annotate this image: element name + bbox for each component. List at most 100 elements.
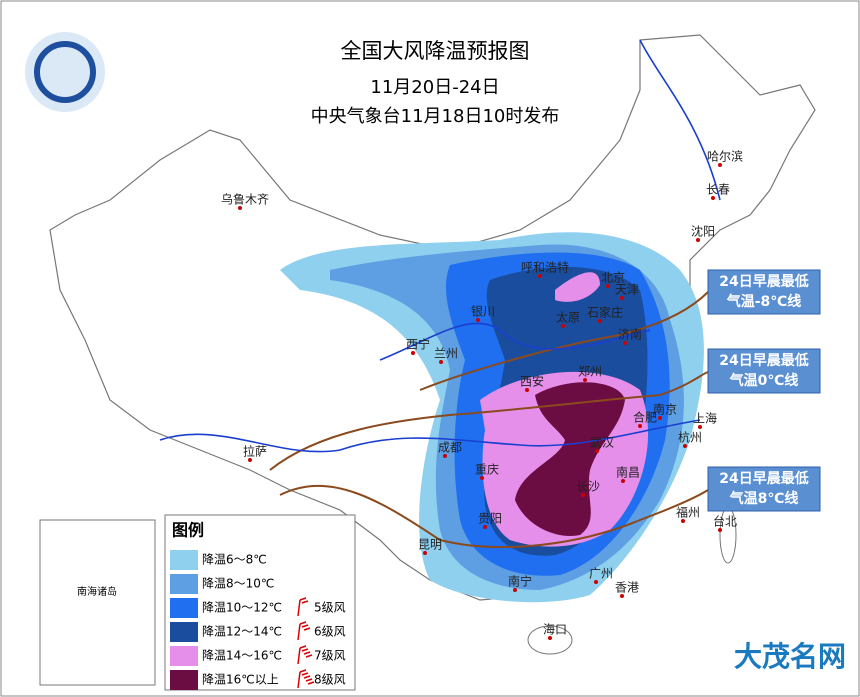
city-label: 哈尔滨 [707, 149, 743, 164]
wind-barb [303, 675, 311, 679]
callout-text: 24日早晨最低 [719, 273, 808, 290]
legend-label: 降温8～10℃ [202, 577, 274, 591]
city-dot [513, 588, 517, 592]
city-label: 拉萨 [243, 444, 267, 459]
city-label: 乌鲁木齐 [221, 192, 269, 207]
wind-barb [299, 645, 307, 649]
city-dot [606, 284, 610, 288]
city-label: 合肥 [633, 410, 657, 425]
legend-swatch [170, 598, 198, 618]
city-dot [238, 206, 242, 210]
yellow-river [379, 322, 651, 361]
city-label: 西宁 [406, 337, 430, 352]
city-label: 南昌 [616, 465, 640, 480]
wind-label: 8级风 [314, 673, 346, 687]
city-label: 呼和浩特 [521, 260, 569, 275]
map-issuer: 中央气象台11月18日10时发布 [311, 106, 560, 127]
city-label: 贵阳 [478, 512, 502, 526]
city-dot [698, 425, 702, 429]
city-dot [696, 238, 700, 242]
callout-box [707, 466, 821, 512]
city-label: 长沙 [576, 480, 600, 494]
city-dot [711, 196, 715, 200]
city-dot [538, 274, 542, 278]
city-label: 台北 [713, 514, 737, 529]
wind-barb [301, 624, 309, 628]
callout-text: 24日早晨最低 [719, 470, 808, 487]
wind-staff [297, 599, 301, 617]
isotherm-minus8 [419, 291, 709, 391]
city-label: 广州 [589, 567, 613, 581]
city-label: 太原 [556, 310, 580, 325]
city-dot [583, 378, 587, 382]
city-dot [718, 528, 722, 532]
wind-label: 5级风 [314, 601, 346, 615]
city-dot [443, 454, 447, 458]
city-label: 武汉 [590, 436, 614, 450]
yangtze [159, 419, 701, 453]
callout-text: 气温8℃线 [729, 490, 799, 507]
city-dot [423, 551, 427, 555]
city-label: 西安 [520, 374, 544, 389]
city-label: 天津 [615, 283, 639, 297]
wind-barb [299, 669, 307, 673]
city-dot [525, 388, 529, 392]
city-dot [581, 493, 585, 497]
cooling-16-plus [515, 382, 625, 536]
legend-swatch [170, 670, 198, 690]
city-dot [598, 319, 602, 323]
city-label: 香港 [615, 581, 639, 595]
city-label: 北京 [601, 271, 625, 285]
map-dates: 11月20日-24日 [370, 77, 499, 98]
city-dot [623, 341, 627, 345]
city-dot [480, 476, 484, 480]
wind-label: 7级风 [314, 649, 346, 663]
city-label: 南宁 [508, 574, 532, 589]
city-dot [248, 458, 252, 462]
legend-label: 降温6～8℃ [202, 553, 267, 567]
city-dot [683, 444, 687, 448]
callout-text: 气温0℃线 [729, 372, 799, 389]
city-dot [439, 360, 443, 364]
wind-barb [299, 621, 307, 625]
city-label: 成都 [438, 441, 462, 455]
city-label: 长春 [706, 183, 730, 197]
wind-barb [305, 654, 313, 658]
legend-title: 图例 [172, 521, 204, 540]
wind-staff [297, 647, 301, 665]
city-dot [411, 351, 415, 355]
city-dot [621, 479, 625, 483]
wind-barb [299, 597, 307, 601]
city-dot [620, 594, 624, 598]
wind-barb [303, 651, 311, 655]
wind-barb [307, 681, 315, 685]
wind-staff [297, 623, 301, 641]
city-dot [638, 424, 642, 428]
city-label: 兰州 [434, 347, 458, 361]
heilongjiang [639, 39, 721, 201]
city-label: 重庆 [475, 463, 499, 477]
city-label: 昆明 [418, 538, 442, 552]
legend-swatch [170, 550, 198, 570]
city-label: 银川 [471, 305, 495, 319]
city-dot [658, 416, 662, 420]
city-label: 福州 [676, 505, 700, 520]
wind-barb [301, 672, 309, 676]
callout-box [707, 269, 821, 315]
wind-staff [297, 671, 301, 689]
city-label: 杭州 [678, 430, 702, 445]
isotherm-0 [269, 371, 709, 471]
wind-barb [303, 627, 311, 631]
callout-box [707, 348, 821, 394]
callout-text: 24日早晨最低 [719, 352, 808, 369]
map-title: 全国大风降温预报图 [341, 39, 530, 63]
city-label: 济南 [618, 327, 642, 342]
city-dot [594, 580, 598, 584]
legend-swatch [170, 622, 198, 642]
city-dot [681, 519, 685, 523]
legend-label: 降温10～12℃ [202, 601, 282, 615]
inset-label: 南海诸岛 [77, 585, 117, 598]
logo-ring [34, 41, 96, 103]
city-dot [620, 296, 624, 300]
